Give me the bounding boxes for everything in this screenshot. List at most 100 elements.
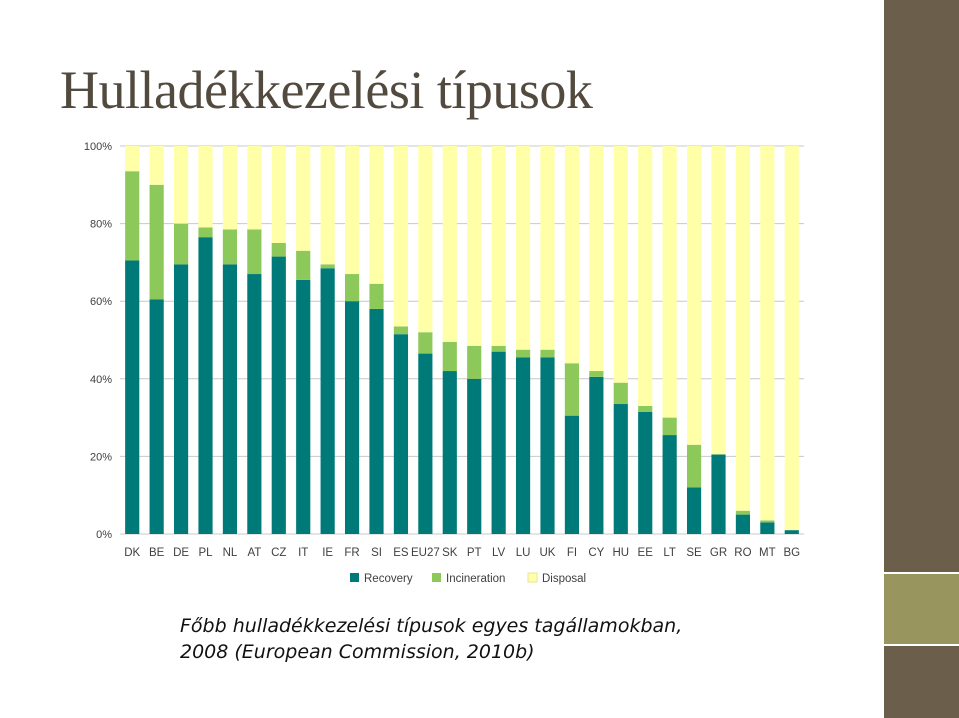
x-tick-label: UK <box>540 547 556 559</box>
bar-segment-disposal-ee <box>638 146 653 406</box>
bar-segment-recovery-pl <box>198 237 213 534</box>
caption-line-2: 2008 (European Commission, 2010b) <box>180 641 535 663</box>
bar-segment-recovery-lt <box>662 435 677 534</box>
bar-segment-recovery-se <box>686 487 702 534</box>
legend-label-incineration: Incineration <box>446 573 505 585</box>
bar-segment-incineration-mt <box>760 520 775 523</box>
x-tick-label: NL <box>223 547 238 559</box>
x-tick-label: AT <box>247 547 261 559</box>
bar-segment-recovery-eu27 <box>418 353 433 534</box>
legend-swatch-disposal <box>527 572 538 583</box>
x-tick-label: PT <box>467 547 482 559</box>
bar-segment-recovery-pt <box>467 378 482 534</box>
bar-segment-recovery-ee <box>638 411 653 534</box>
bar-segment-disposal-it <box>296 146 311 251</box>
x-tick-label: BE <box>149 547 165 559</box>
bar-segment-disposal-ro <box>735 146 751 511</box>
legend-label-recovery: Recovery <box>364 573 413 585</box>
bar-segment-recovery-cz <box>271 256 286 534</box>
legend-label-disposal: Disposal <box>542 573 586 585</box>
bar-segment-incineration-eu27 <box>418 332 433 354</box>
bar-segment-disposal-pt <box>467 146 482 346</box>
x-tick-label: BG <box>783 547 800 559</box>
bar-segment-incineration-ie <box>320 264 335 269</box>
x-tick-label: MT <box>759 547 776 559</box>
bar-segment-recovery-fi <box>564 415 580 534</box>
legend-swatch-recovery <box>350 573 359 582</box>
slide-title: Hulladékkezelési típusok <box>60 60 593 120</box>
bar-segment-recovery-ie <box>320 268 335 534</box>
bar-segment-disposal-es <box>393 146 409 327</box>
bar-segment-disposal-fi <box>564 146 580 364</box>
bar-segment-incineration-nl <box>222 229 238 265</box>
bar-segment-recovery-gr <box>711 454 726 534</box>
x-tick-label: GR <box>710 547 727 559</box>
bar-segment-incineration-ro <box>735 510 751 515</box>
x-tick-label: CY <box>588 547 604 559</box>
bar-segment-recovery-be <box>149 299 164 534</box>
bar-segment-recovery-es <box>393 334 409 534</box>
bar-segment-incineration-cz <box>271 243 286 257</box>
bar-segment-recovery-nl <box>222 264 238 534</box>
x-tick-label: FI <box>567 547 577 559</box>
x-tick-label: SE <box>686 547 702 559</box>
bar-segment-recovery-mt <box>760 522 775 534</box>
legend-swatch-incineration <box>432 573 441 582</box>
bar-segment-disposal-lv <box>491 146 506 346</box>
x-tick-label: RO <box>734 547 751 559</box>
bar-segment-recovery-it <box>296 279 311 534</box>
bar-segment-disposal-cz <box>271 146 286 243</box>
x-tick-label: EU27 <box>411 547 440 559</box>
x-tick-label: EE <box>638 547 654 559</box>
caption-line-1: Főbb hulladékkezelési típusok egyes tagá… <box>180 615 683 637</box>
x-tick-label: LT <box>663 547 676 559</box>
bar-segment-incineration-dk <box>125 171 140 261</box>
bar-segment-disposal-de <box>173 146 189 224</box>
bar-segment-disposal-pl <box>198 146 213 228</box>
x-tick-label: LV <box>492 547 506 559</box>
bar-segment-incineration-fi <box>564 363 580 416</box>
bar-segment-incineration-lv <box>491 345 506 352</box>
bar-segment-recovery-hu <box>613 404 628 534</box>
x-tick-label: DK <box>124 547 140 559</box>
bar-segment-incineration-lu <box>515 349 531 358</box>
bar-segment-recovery-lu <box>515 357 531 534</box>
x-tick-label: SI <box>371 547 382 559</box>
bar-segment-disposal-bg <box>784 146 799 531</box>
bar-segment-recovery-de <box>173 264 189 534</box>
x-tick-label: LU <box>516 547 531 559</box>
bar-segment-incineration-se <box>686 444 702 488</box>
decorative-bar-middle <box>884 574 959 644</box>
bar-segment-incineration-pl <box>198 227 213 238</box>
x-tick-label: ES <box>393 547 409 559</box>
y-tick-label: 80% <box>90 219 112 231</box>
bar-segment-recovery-ro <box>735 514 751 534</box>
y-tick-label: 0% <box>96 529 112 541</box>
bar-segment-incineration-ee <box>638 405 653 412</box>
bar-segment-incineration-es <box>393 326 409 335</box>
bar-segment-incineration-uk <box>540 349 555 358</box>
bar-segment-incineration-lt <box>662 417 677 436</box>
bar-segment-disposal-lu <box>515 146 531 350</box>
bar-segment-incineration-si <box>369 283 384 309</box>
bar-segment-disposal-gr <box>711 146 726 455</box>
decorative-bar-top <box>884 0 959 572</box>
bar-segment-disposal-mt <box>760 146 775 521</box>
stacked-bar-chart: 0% 20% 40% 60% 80% 100% DK BE DE PL NL AT CZ IT IE FR S… <box>84 141 804 585</box>
bar-segment-incineration-be <box>149 184 164 300</box>
x-tick-label: HU <box>612 547 629 559</box>
bar-segment-incineration-hu <box>613 382 628 405</box>
y-tick-label: 40% <box>90 374 112 386</box>
bar-segment-incineration-fr <box>344 274 360 302</box>
waste-treatment-chart: 0% 20% 40% 60% 80% 100% DK BE DE PL NL AT CZ IT IE FR S… <box>62 130 834 598</box>
bar-segment-disposal-uk <box>540 146 555 350</box>
bar-segment-disposal-at <box>247 146 262 230</box>
bar-segment-disposal-sk <box>442 146 457 342</box>
bar-segment-incineration-cy <box>589 371 604 377</box>
bar-segment-recovery-lv <box>491 351 506 534</box>
x-tick-label: FR <box>344 547 359 559</box>
bar-segment-recovery-cy <box>589 376 604 534</box>
bar-segment-disposal-si <box>369 146 384 284</box>
bar-segment-recovery-sk <box>442 371 457 534</box>
bar-segment-disposal-hu <box>613 146 628 383</box>
